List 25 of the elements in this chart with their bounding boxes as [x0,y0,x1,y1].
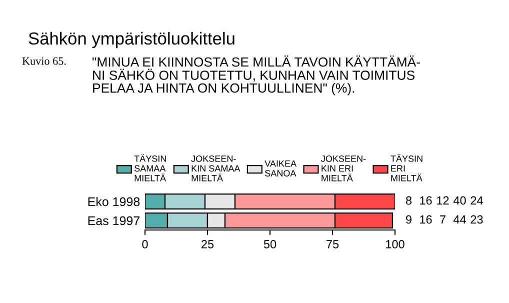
data-label: 44 [453,215,466,224]
x-tick-label: 100 [386,240,404,248]
chart-title: Sähkön ympäristöluokittelu [28,32,234,48]
x-tick-label: 50 [264,240,276,248]
legend-label: TÄYSIN SAMAA MIELTÄ [134,154,166,182]
chart-subtitle: "MINUA EI KIINNOSTA SE MILLÄ TAVOIN KÄYTTÄMÄ- NI SÄHKÖ ON TUOTETTU, KUNHAN VAIN TOIMITUS PELAA JA HINTA ON KOHTUULLINEN" (%). [92,56,420,96]
data-label: 23 [470,215,483,224]
x-tick-label: 75 [326,240,339,248]
text: Kuvio 65. [22,57,66,65]
data-label: 9 [406,215,412,224]
legend-label: TÄYSIN ERI MIELTÄ [390,154,422,182]
y-tick-label: Eko 1998 [88,196,140,206]
data-label: 16 [420,215,432,224]
legend-label: JOKSEEN- KIN ERI MIELTÄ [321,155,366,182]
y-tick-label: Eas 1997 [88,216,140,226]
data-label: 16 [420,196,432,205]
x-tick-label: 0 [142,240,148,248]
legend-label: JOKSEEN- KIN SAMAA MIELTÄ [191,155,240,182]
data-label: 24 [470,196,483,205]
data-label: 40 [453,196,466,205]
data-label: 12 [437,196,449,205]
legend-label: VAIKEA SANOA [264,160,297,176]
data-label: 7 [440,215,446,224]
x-tick-label: 25 [202,240,214,248]
data-label: 8 [406,196,412,205]
